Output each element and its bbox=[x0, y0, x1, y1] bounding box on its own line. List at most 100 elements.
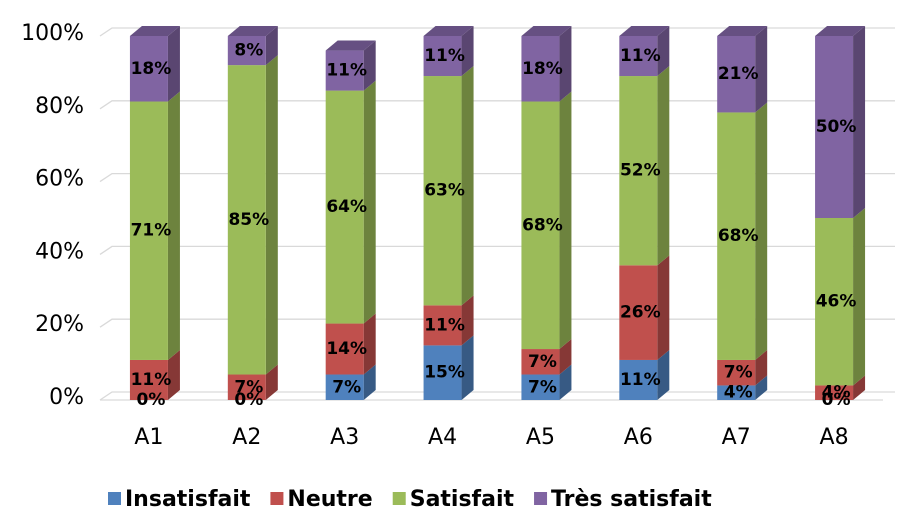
bar-side bbox=[363, 40, 376, 91]
grid-line bbox=[99, 27, 895, 37]
bar-side bbox=[167, 91, 180, 360]
data-label: 14% bbox=[326, 339, 367, 359]
bar bbox=[521, 36, 560, 102]
data-label: 18% bbox=[131, 59, 172, 79]
legend-label: Neutre bbox=[287, 487, 372, 512]
bar bbox=[129, 36, 168, 102]
data-label: 7% bbox=[234, 377, 263, 397]
bar-side bbox=[559, 339, 572, 375]
bar-side bbox=[461, 295, 474, 346]
data-label: 7% bbox=[724, 363, 753, 383]
data-label: 7% bbox=[528, 377, 557, 397]
y-tick-label: 0% bbox=[49, 385, 84, 410]
y-tick-label: 20% bbox=[35, 312, 84, 337]
bar bbox=[619, 76, 658, 266]
x-tick-label: A5 bbox=[526, 425, 555, 450]
x-tick-label: A3 bbox=[330, 425, 359, 450]
bar-side bbox=[461, 26, 474, 77]
y-tick-label: 100% bbox=[21, 21, 84, 46]
bar-side bbox=[265, 364, 278, 400]
data-label: 7% bbox=[528, 352, 557, 372]
x-tick-label: A7 bbox=[722, 425, 751, 450]
bar bbox=[717, 359, 756, 386]
data-label: 11% bbox=[620, 370, 661, 390]
bar-side bbox=[755, 349, 768, 386]
bar-top bbox=[423, 26, 474, 36]
legend: Insatisfait Neutre Satisfait Très satisfait bbox=[108, 487, 712, 512]
data-label: 85% bbox=[228, 210, 269, 230]
bar-side bbox=[755, 102, 768, 360]
data-label: 50% bbox=[816, 117, 857, 137]
bar-side bbox=[559, 91, 572, 350]
data-label: 11% bbox=[131, 370, 172, 390]
data-label: 63% bbox=[424, 181, 465, 201]
y-tick-label: 80% bbox=[35, 94, 84, 119]
bar bbox=[619, 265, 658, 360]
x-tick-label: A2 bbox=[232, 425, 261, 450]
grid-line bbox=[99, 318, 895, 328]
bar bbox=[423, 345, 462, 400]
bar-top bbox=[227, 26, 278, 36]
bar-side bbox=[559, 26, 572, 102]
legend-swatch bbox=[108, 492, 121, 505]
bar bbox=[815, 36, 854, 218]
data-label: 8% bbox=[234, 41, 263, 61]
bar-side bbox=[657, 349, 670, 400]
x-tick-label: A6 bbox=[624, 425, 653, 450]
data-label: 7% bbox=[332, 377, 361, 397]
bar-top bbox=[815, 26, 866, 36]
data-label: 4% bbox=[724, 383, 753, 403]
legend-label: Satisfait bbox=[410, 487, 515, 512]
legend-swatch bbox=[270, 492, 284, 505]
bar-top bbox=[717, 26, 768, 36]
bar bbox=[619, 359, 658, 400]
bar bbox=[423, 76, 462, 306]
bar bbox=[227, 374, 266, 400]
legend-swatch bbox=[392, 492, 406, 505]
bar bbox=[227, 36, 266, 66]
bar-side bbox=[363, 80, 376, 324]
bar-top bbox=[521, 26, 572, 36]
bar-side bbox=[363, 313, 376, 375]
y-tick-label: 60% bbox=[35, 167, 84, 192]
bar bbox=[619, 36, 658, 77]
grid-line bbox=[99, 100, 895, 110]
bar bbox=[423, 305, 462, 346]
bar-side bbox=[853, 208, 866, 386]
bar-side bbox=[461, 66, 474, 306]
data-label: 18% bbox=[522, 59, 563, 79]
x-tick-label: A4 bbox=[428, 425, 457, 450]
data-label: 46% bbox=[816, 292, 857, 312]
data-label: 11% bbox=[326, 61, 367, 81]
data-label: 11% bbox=[424, 46, 465, 66]
bar-top bbox=[325, 40, 376, 51]
bar-side bbox=[853, 26, 866, 218]
bar-side bbox=[167, 349, 180, 400]
data-label: 11% bbox=[424, 315, 465, 335]
bar bbox=[717, 385, 756, 400]
bar bbox=[325, 374, 364, 400]
bar-side bbox=[657, 26, 670, 77]
bar-side bbox=[265, 55, 278, 375]
data-label: 0% bbox=[234, 390, 263, 410]
bar bbox=[815, 385, 854, 400]
data-label: 68% bbox=[522, 215, 563, 235]
bar bbox=[815, 218, 854, 386]
bar bbox=[227, 65, 266, 375]
grid-line bbox=[99, 172, 895, 183]
legend-label: Insatisfait bbox=[125, 487, 251, 512]
data-label: 71% bbox=[131, 221, 172, 241]
legend-swatch bbox=[534, 492, 548, 505]
x-tick-label: A1 bbox=[134, 425, 163, 450]
bar bbox=[325, 90, 364, 324]
bar-side bbox=[853, 375, 866, 400]
bar-top bbox=[619, 26, 670, 36]
data-label: 4% bbox=[822, 383, 851, 403]
bar bbox=[129, 359, 168, 400]
bar bbox=[521, 101, 560, 350]
bar-side bbox=[559, 364, 572, 400]
bar-top bbox=[129, 26, 180, 36]
bar bbox=[129, 101, 168, 360]
bar bbox=[521, 349, 560, 375]
